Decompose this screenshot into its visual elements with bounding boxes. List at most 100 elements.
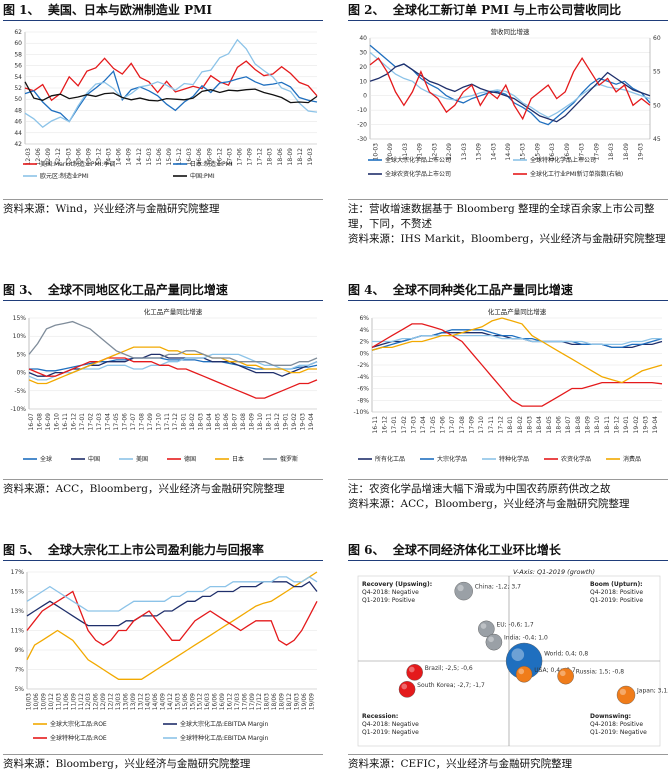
- y-tick-label: 9%: [14, 647, 24, 654]
- legend-label: 美国: [136, 455, 148, 463]
- source-note: 资料来源：CEFIC，兴业经济与金融研究院整理: [348, 758, 573, 770]
- x-tick-label: 13-03: [65, 148, 72, 166]
- x-tick-label: 17-06: [121, 413, 128, 431]
- legend-label: 全球特种化工品:ROE: [50, 734, 107, 742]
- x-tick-label: 19-03: [638, 143, 645, 161]
- x-tick-label: 18-11: [604, 416, 611, 434]
- y-tick-label: 0%: [359, 350, 369, 357]
- series-line: [369, 63, 651, 123]
- x-tick-label: 16-03: [186, 148, 193, 166]
- x-tick-label: 18/03: [264, 693, 271, 710]
- x-tick-label: 18-04: [536, 416, 543, 434]
- x-tick-label: 17-01: [391, 416, 398, 434]
- x-tick-label: 13/09: [130, 693, 137, 710]
- x-tick-label: 17-10: [155, 413, 162, 431]
- x-tick-label: 19-02: [633, 416, 640, 434]
- x-tick-label: 10/09: [41, 693, 48, 710]
- x-tick-label: 16-09: [45, 413, 52, 431]
- x-tick-label: 17-12: [257, 148, 264, 166]
- x-tick-label: 16/06: [212, 693, 219, 710]
- x-tick-label: 13-09: [476, 143, 483, 161]
- x-tick-label: 19-01: [623, 416, 630, 434]
- y2-tick-label: 60: [653, 35, 661, 42]
- bubble-highlight: [457, 584, 464, 592]
- x-tick-label: 18-06: [277, 148, 284, 166]
- series-line: [28, 357, 318, 399]
- x-tick-label: 16-07: [28, 413, 35, 431]
- figure-title: 图 1、 美国、日本与欧洲制造业 PMI: [3, 0, 323, 21]
- x-tick-label: 17-09: [247, 148, 254, 166]
- x-tick-label: 17-04: [420, 416, 427, 434]
- quadrant-title: Downswing:: [590, 713, 631, 720]
- x-tick-label: 14-03: [490, 143, 497, 161]
- bubble-highlight: [408, 666, 415, 673]
- bubble-label: Japan; 3,1; -1,3: [636, 687, 668, 694]
- bubble-label: Brazil; -2,5; -0,6: [425, 665, 473, 672]
- figure-title-text: 全球不同地区化工品产量同比增速: [47, 283, 228, 297]
- figure-number: 图 4、: [348, 283, 385, 297]
- y2-tick-label: 55: [653, 69, 661, 76]
- x-tick-label: 13/06: [122, 693, 129, 710]
- legend-label: 全球: [40, 455, 52, 463]
- x-tick-label: 17-02: [401, 416, 408, 434]
- x-tick-label: 17-06: [440, 416, 447, 434]
- x-tick-label: 11-03: [402, 143, 409, 161]
- y-tick-label: 4%: [359, 327, 369, 334]
- legend-label: 全球农资化学品上市公司: [385, 170, 451, 178]
- x-tick-label: 10/06: [33, 693, 40, 710]
- chart-svg: 5%7%9%11%13%15%17%10/03 10/06 10/09 10/12 11…: [11, 569, 318, 742]
- x-tick-label: 12/03: [85, 693, 92, 710]
- y-tick-label: -10%: [10, 406, 26, 413]
- legend-label: 全球化工行业PMI新订单指数(右轴): [530, 170, 623, 178]
- legend-label: 美国:Markit制造业PMI:季调: [40, 160, 115, 168]
- x-tick-label: 17-11: [164, 413, 171, 431]
- x-tick-label: 14/12: [167, 693, 174, 710]
- quadrant-note: Q1-2019: Positive: [590, 597, 643, 604]
- x-tick-label: 13-09: [85, 148, 92, 166]
- x-tick-label: 19/06: [301, 693, 308, 710]
- x-tick-label: 18-06: [556, 416, 563, 434]
- series-line: [371, 329, 663, 351]
- x-tick-label: 12/06: [93, 693, 100, 710]
- x-tick-label: 16-03: [549, 143, 556, 161]
- series-line: [369, 51, 651, 119]
- x-tick-label: 18-09: [248, 413, 255, 431]
- x-tick-label: 17-07: [130, 413, 137, 431]
- x-tick-label: 17-05: [113, 413, 120, 431]
- y2-tick-label: 50: [653, 102, 661, 109]
- series-line: [28, 346, 317, 385]
- figure-title-text: 全球不同种类化工品产量同比增速: [392, 283, 573, 297]
- y-tick-label: 60: [14, 40, 22, 47]
- bubble: [454, 581, 473, 601]
- y-tick-label: 5%: [16, 351, 26, 358]
- x-tick-label: 13-12: [96, 148, 103, 166]
- legend-label: 日本: [232, 455, 244, 463]
- x-tick-label: 12-06: [35, 148, 42, 166]
- x-tick-label: 16-06: [196, 148, 203, 166]
- x-tick-label: 17-12: [498, 416, 505, 434]
- legend-label: 德国: [184, 455, 196, 463]
- x-tick-label: 18-08: [240, 413, 247, 431]
- x-tick-label: 17-02: [88, 413, 95, 431]
- legend-label: 欧元区:制造业PMI: [40, 172, 89, 180]
- x-tick-label: 11-09: [417, 143, 424, 161]
- series-line: [26, 590, 318, 646]
- y-tick-label: 48: [14, 107, 22, 114]
- x-tick-label: 11/03: [55, 693, 62, 710]
- legend-label: 农资化学品: [561, 455, 591, 463]
- quadrant-title: Recovery (Upswing):: [362, 581, 432, 588]
- x-tick-label: 18-08: [575, 416, 582, 434]
- bubble: [478, 620, 495, 638]
- x-tick-label: 18-07: [565, 416, 572, 434]
- figure-title: 图 5、 全球大宗化工上市公司盈利能力与回报率: [3, 540, 323, 561]
- x-tick-label: 16/12: [226, 693, 233, 710]
- bubble-label: EU; -0,6; 1,7: [496, 621, 533, 628]
- x-tick-label: 18-10: [257, 413, 264, 431]
- figure-number: 图 2、: [348, 3, 385, 17]
- x-tick-label: 18-07: [232, 413, 239, 431]
- x-tick-label: 11/09: [70, 693, 77, 710]
- legend-label: 所有化工品: [375, 455, 405, 463]
- y-tick-label: -8%: [357, 397, 369, 404]
- x-tick-label: 10/03: [26, 693, 33, 710]
- x-tick-label: 18-03: [267, 148, 274, 166]
